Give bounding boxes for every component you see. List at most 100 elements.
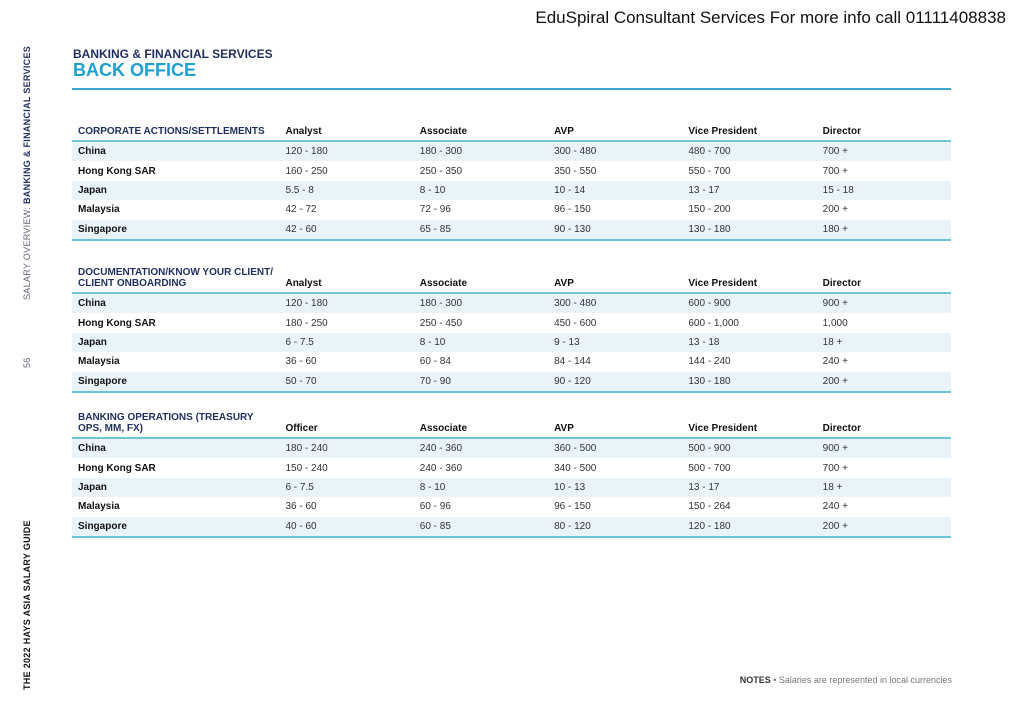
page-number: 56: [22, 357, 32, 368]
table-row: China 180 - 240 240 - 360 360 - 500 500 - 90…: [72, 438, 951, 459]
column-header: Officer: [279, 412, 414, 439]
section-title: DOCUMENTATION/KNOW YOUR CLIENT/ CLIENT O…: [72, 267, 280, 294]
country-cell: Hong Kong SAR: [78, 165, 156, 177]
salary-cell: 180 - 300: [413, 293, 549, 314]
salary-cell: 240 +: [822, 501, 848, 513]
table-row: Malaysia 36 - 60 60 - 84 84 - 144 144 - 240 2…: [72, 352, 951, 371]
salary-cell: 84 - 144: [554, 356, 591, 368]
country-cell: Hong Kong SAR: [78, 462, 156, 474]
salary-cell: 480 - 700: [682, 141, 817, 162]
salary-cell: 180 - 240: [279, 438, 414, 459]
salary-table-documentation-kyc: DOCUMENTATION/KNOW YOUR CLIENT/ CLIENT O…: [72, 267, 951, 393]
salary-cell: 50 - 70: [279, 371, 414, 393]
salary-cell: 700 +: [822, 462, 848, 474]
column-header: Vice President: [682, 412, 817, 439]
table-row: Japan 6 - 7.5 8 - 10 9 - 13 13 - 18 18 +: [72, 332, 951, 353]
salary-cell: 240 +: [822, 356, 848, 368]
country-cell: Malaysia: [78, 356, 120, 368]
section-title: CORPORATE ACTIONS/SETTLEMENTS: [72, 126, 280, 142]
side-overview-section: BANKING & FINANCIAL SERVICES: [22, 45, 32, 205]
salary-cell: 600 - 1,000: [688, 317, 739, 329]
salary-cell: 150 - 264: [688, 501, 731, 513]
salary-cell: 70 - 90: [413, 371, 549, 393]
column-header: Director: [816, 412, 951, 439]
column-header: Analyst: [279, 267, 414, 294]
notes-label: NOTES: [739, 675, 771, 685]
salary-cell: 150 - 240: [285, 462, 328, 474]
salary-cell: 90 - 130: [548, 219, 683, 241]
salary-cell: 42 - 60: [279, 219, 414, 241]
salary-cell: 900 +: [816, 438, 951, 459]
salary-cell: 8 - 10: [413, 180, 549, 201]
salary-cell: 1,000: [822, 317, 848, 329]
table-row: China 120 - 180 180 - 300 300 - 480 600 - 90…: [72, 293, 951, 314]
country-cell: Singapore: [72, 371, 280, 393]
salary-cell: 13 - 17: [682, 477, 817, 498]
salary-cell: 120 - 180: [279, 293, 414, 314]
salary-cell: 15 - 18: [816, 180, 951, 201]
salary-cell: 42 - 72: [285, 204, 317, 216]
salary-cell: 300 - 480: [548, 141, 683, 162]
column-header: Director: [816, 126, 951, 142]
table-row: Singapore 40 - 60 60 - 85 80 - 120 120 - 180…: [72, 516, 951, 538]
salary-cell: 65 - 85: [413, 219, 549, 241]
salary-cell: 360 - 500: [548, 438, 683, 459]
salary-cell: 90 - 120: [548, 371, 683, 393]
table-row: Hong Kong SAR 180 - 250 250 - 450 450 - 600…: [72, 313, 951, 332]
salary-cell: 6 - 7.5: [279, 332, 414, 353]
table-row: Singapore 42 - 60 65 - 85 90 - 130 130 - 180…: [72, 219, 951, 241]
country-cell: Hong Kong SAR: [78, 317, 156, 329]
salary-cell: 340 - 500: [554, 462, 597, 474]
salary-cell: 96 - 150: [554, 501, 591, 513]
salary-cell: 80 - 120: [548, 516, 683, 538]
salary-cell: 10 - 14: [548, 180, 683, 201]
salary-cell: 13 - 17: [682, 180, 817, 201]
salary-cell: 180 - 250: [285, 317, 328, 329]
page-category: BANKING & FINANCIAL SERVICES: [73, 47, 273, 61]
column-header: Analyst: [279, 126, 414, 142]
salary-cell: 40 - 60: [279, 516, 414, 538]
salary-cell: 700 +: [816, 141, 951, 162]
table-row: Japan 6 - 7.5 8 - 10 10 - 13 13 - 17 18 +: [72, 477, 951, 498]
salary-cell: 60 - 84: [419, 356, 451, 368]
salary-cell: 240 - 360: [419, 462, 463, 474]
salary-cell: 200 +: [822, 204, 848, 216]
salary-cell: 180 - 300: [413, 141, 549, 162]
column-header: AVP: [548, 412, 683, 439]
salary-cell: 96 - 150: [554, 204, 591, 216]
salary-cell: 500 - 900: [682, 438, 817, 459]
salary-cell: 150 - 200: [688, 204, 731, 216]
country-cell: Malaysia: [78, 501, 120, 513]
salary-cell: 300 - 480: [548, 293, 683, 314]
table-header-row: DOCUMENTATION/KNOW YOUR CLIENT/ CLIENT O…: [72, 267, 951, 294]
column-header: Vice President: [682, 126, 817, 142]
salary-cell: 72 - 96: [419, 204, 451, 216]
column-header: Director: [816, 267, 951, 294]
salary-cell: 10 - 13: [548, 477, 683, 498]
salary-cell: 160 - 250: [285, 165, 328, 177]
column-header: AVP: [548, 267, 683, 294]
salary-cell: 120 - 180: [682, 516, 817, 538]
salary-cell: 250 - 350: [419, 165, 463, 177]
guide-title: THE 2022 HAYS ASIA SALARY GUIDE: [22, 520, 32, 690]
table-row: Malaysia 42 - 72 72 - 96 96 - 150 150 - 200 2…: [72, 200, 951, 219]
salary-cell: 130 - 180: [682, 219, 817, 241]
title-divider: [72, 88, 951, 90]
side-section-label: SALARY OVERVIEW: BANKING & FINANCIAL SER…: [22, 46, 32, 300]
table-row: Hong Kong SAR 160 - 250 250 - 350 350 - 550…: [72, 161, 951, 180]
column-header: AVP: [548, 126, 683, 142]
country-cell: Japan: [72, 332, 280, 353]
salary-cell: 13 - 18: [682, 332, 817, 353]
salary-cell: 600 - 900: [682, 293, 817, 314]
column-header: Vice President: [682, 267, 817, 294]
column-header: Associate: [413, 412, 549, 439]
country-cell: Singapore: [72, 516, 280, 538]
side-overview-prefix: SALARY OVERVIEW:: [22, 204, 32, 300]
salary-cell: 900 +: [816, 293, 951, 314]
country-cell: Japan: [72, 477, 280, 498]
salary-cell: 700 +: [822, 165, 848, 177]
salary-cell: 130 - 180: [682, 371, 817, 393]
salary-cell: 18 +: [816, 477, 951, 498]
notes: NOTES • Salaries are represented in loca…: [740, 675, 952, 685]
page-title: BACK OFFICE: [73, 60, 196, 80]
